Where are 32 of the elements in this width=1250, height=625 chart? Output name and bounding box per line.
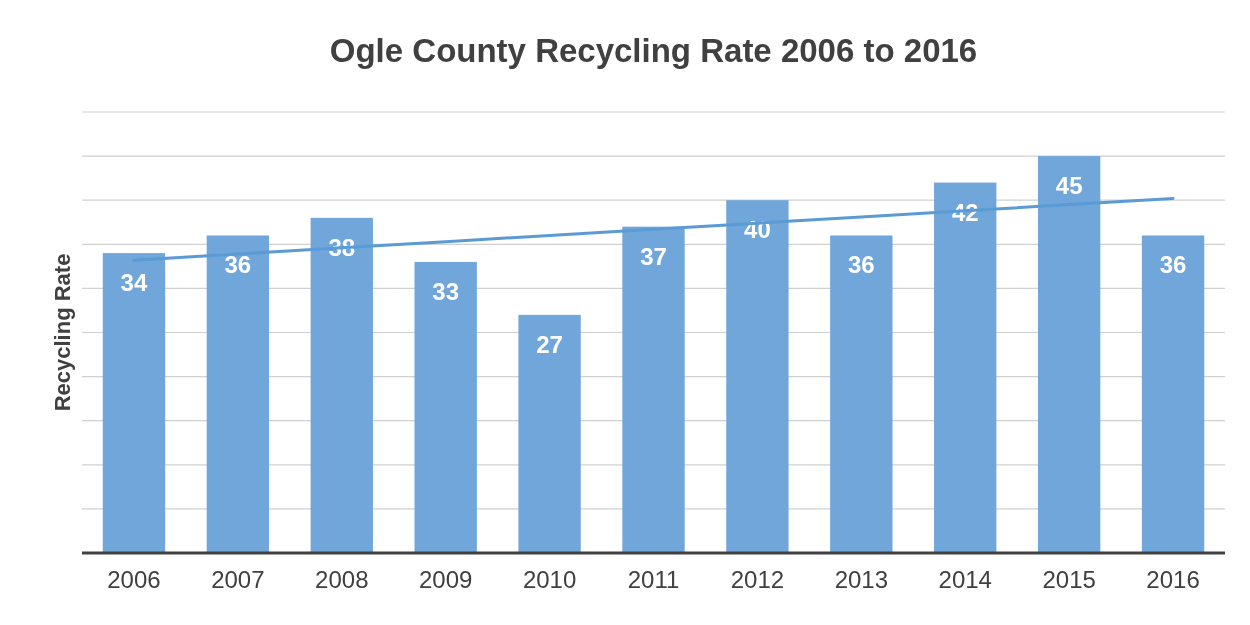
- bar: [622, 226, 685, 553]
- x-tick-label: 2010: [522, 566, 577, 594]
- bar: [310, 217, 373, 553]
- bar: [830, 235, 893, 553]
- x-tick-label: 2008: [315, 566, 369, 594]
- data-label: 27: [536, 330, 563, 358]
- data-label: 36: [1159, 251, 1187, 279]
- x-tick-label: 2009: [418, 566, 473, 594]
- x-tick-label: 2015: [1042, 566, 1096, 594]
- bar: [726, 200, 789, 553]
- bar: [102, 253, 166, 553]
- bar: [206, 235, 270, 553]
- bar: [518, 314, 581, 553]
- bar: [934, 182, 997, 553]
- data-label: 45: [1055, 172, 1083, 200]
- x-tick-label: 2013: [834, 566, 889, 594]
- data-label: 36: [224, 251, 252, 279]
- data-label: 36: [847, 251, 875, 279]
- data-label: 33: [432, 277, 460, 305]
- bar: [414, 261, 477, 553]
- y-axis-title: Recycling Rate: [50, 253, 75, 412]
- bar: [1141, 235, 1205, 553]
- x-tick-label: 2006: [107, 566, 161, 594]
- chart-title: Ogle County Recycling Rate 2006 to 2016: [329, 32, 978, 69]
- x-tick-label: 2011: [627, 566, 680, 594]
- x-tick-label: 2016: [1146, 566, 1200, 594]
- bar: [1037, 156, 1101, 553]
- data-label: 34: [120, 269, 148, 297]
- x-tick-label: 2007: [211, 566, 265, 594]
- data-label: 37: [640, 242, 667, 270]
- x-tick-label: 2014: [938, 566, 992, 594]
- x-tick-label: 2012: [730, 566, 785, 594]
